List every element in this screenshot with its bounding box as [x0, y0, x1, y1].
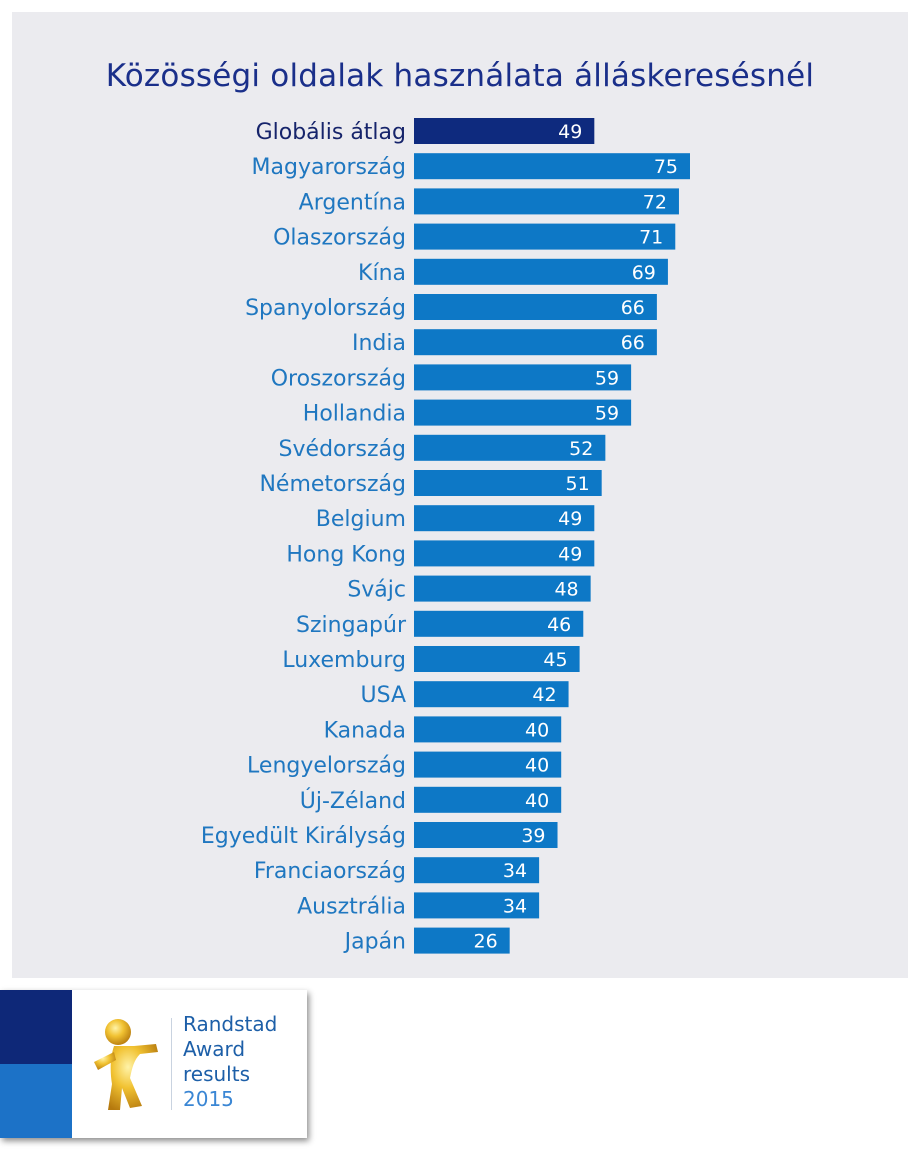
bar-11 [414, 505, 595, 532]
category-label: Szingapúr [296, 613, 407, 638]
value-label: 49 [558, 508, 582, 530]
award-stripe-light [0, 1064, 72, 1138]
value-label: 66 [621, 332, 645, 354]
bar-8 [414, 399, 632, 426]
category-label: Globális átlag [256, 120, 406, 145]
category-label: Luxemburg [282, 648, 406, 673]
value-label: 51 [565, 473, 589, 495]
value-label: 49 [558, 121, 582, 143]
value-label: 40 [525, 790, 549, 812]
bar-18 [414, 751, 562, 778]
bar-6 [414, 329, 657, 356]
bar-7 [414, 364, 632, 391]
bar-17 [414, 716, 562, 743]
award-year: 2015 [183, 1087, 234, 1111]
bar-9 [414, 434, 606, 461]
value-label: 49 [558, 543, 582, 565]
bar-21 [414, 857, 540, 884]
randstad-award-figure-icon [94, 1019, 158, 1110]
bar-16 [414, 681, 569, 708]
category-label: Spanyolország [245, 296, 406, 321]
value-label: 42 [532, 684, 556, 706]
value-label: 45 [543, 649, 567, 671]
bar-2 [414, 188, 679, 215]
category-label: Hollandia [303, 402, 406, 427]
category-label: Oroszország [271, 366, 406, 391]
bar-1 [414, 153, 690, 180]
category-label: Új-Zéland [300, 788, 406, 814]
value-label: 39 [521, 825, 545, 847]
value-label: 59 [595, 403, 619, 425]
value-label: 34 [503, 860, 527, 882]
award-badge: Randstad Award results 2015 [0, 990, 307, 1138]
value-label: 46 [547, 614, 571, 636]
bar-19 [414, 786, 562, 813]
value-label: 66 [621, 297, 645, 319]
award-divider [171, 1018, 172, 1110]
award-stripe-dark [0, 990, 72, 1064]
category-label: USA [360, 683, 406, 708]
category-label: India [352, 331, 406, 356]
bar-14 [414, 610, 584, 637]
award-line-3: results [183, 1062, 251, 1086]
bar-15 [414, 646, 580, 672]
category-label: Kína [358, 261, 406, 286]
award-line-2: Award [183, 1037, 246, 1061]
award-line-1: Randstad [183, 1012, 278, 1036]
value-label: 59 [595, 367, 619, 389]
value-label: 34 [503, 895, 527, 917]
award-text: Randstad Award results 2015 [183, 1012, 277, 1112]
category-label: Belgium [316, 507, 406, 532]
category-label: Svájc [347, 578, 406, 603]
value-label: 40 [525, 755, 549, 777]
value-label: 72 [643, 191, 667, 213]
value-label: 69 [632, 262, 656, 284]
category-label: Olaszország [273, 226, 406, 251]
bar-4 [414, 258, 668, 285]
chart-title: Közösségi oldalak használata álláskeresé… [105, 58, 815, 94]
value-label: 71 [639, 227, 663, 249]
value-label: 75 [654, 156, 678, 178]
category-label: Japán [343, 930, 406, 955]
category-label: Svédország [279, 437, 406, 462]
bar-3 [414, 223, 676, 250]
bar-13 [414, 575, 591, 602]
category-label: Egyedült Királyság [201, 824, 406, 849]
bar-22 [414, 892, 540, 919]
bar-chart: Globális átlag 49 Magyarország 75 Argentína 7… [201, 118, 690, 955]
category-label: Magyarország [252, 155, 406, 180]
bar-23 [414, 927, 510, 954]
category-label: Ausztrália [297, 894, 406, 919]
category-label: Németország [259, 472, 406, 497]
value-label: 26 [473, 931, 497, 953]
value-label: 40 [525, 719, 549, 741]
bar-0 [414, 118, 595, 144]
bar-10 [414, 470, 602, 496]
category-label: Franciaország [254, 859, 406, 884]
category-label: Lengyelország [247, 754, 406, 779]
bar-5 [414, 294, 657, 320]
chart-panel: Közösségi oldalak használata álláskeresé… [12, 12, 908, 978]
category-label: Hong Kong [286, 542, 406, 567]
value-label: 48 [554, 579, 578, 601]
bar-20 [414, 822, 558, 848]
category-label: Kanada [324, 718, 406, 743]
bar-12 [414, 540, 595, 567]
category-label: Argentína [299, 190, 406, 215]
value-label: 52 [569, 438, 593, 460]
